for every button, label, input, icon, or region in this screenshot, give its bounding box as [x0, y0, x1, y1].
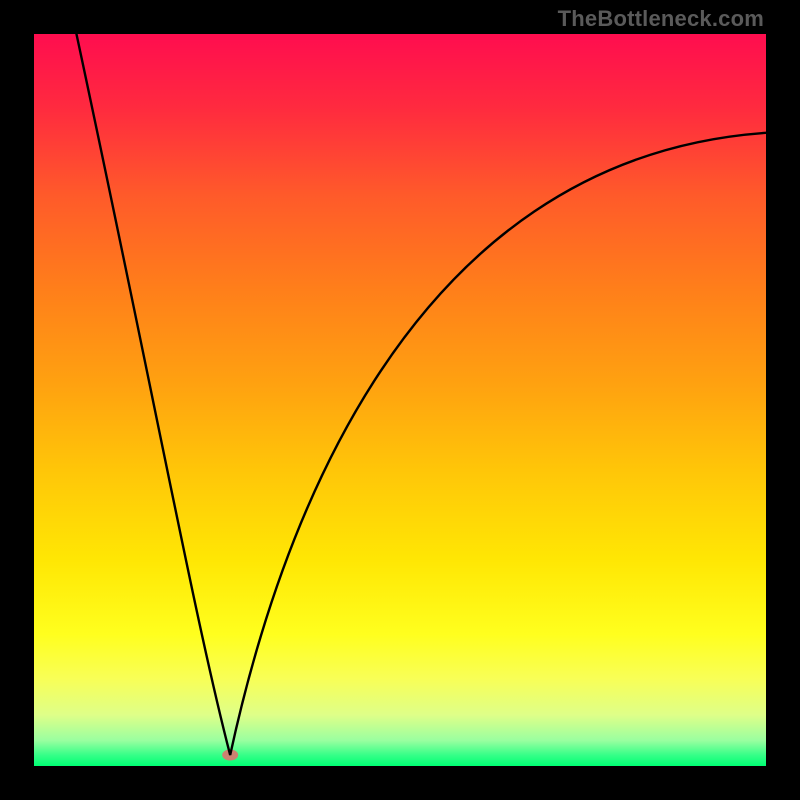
- watermark-text: TheBottleneck.com: [558, 6, 764, 32]
- gradient-background: [34, 34, 766, 766]
- frame-bottom: [0, 766, 800, 800]
- frame-left: [0, 0, 34, 800]
- plot-area: [34, 34, 766, 766]
- frame-right: [766, 0, 800, 800]
- plot-svg: [34, 34, 766, 766]
